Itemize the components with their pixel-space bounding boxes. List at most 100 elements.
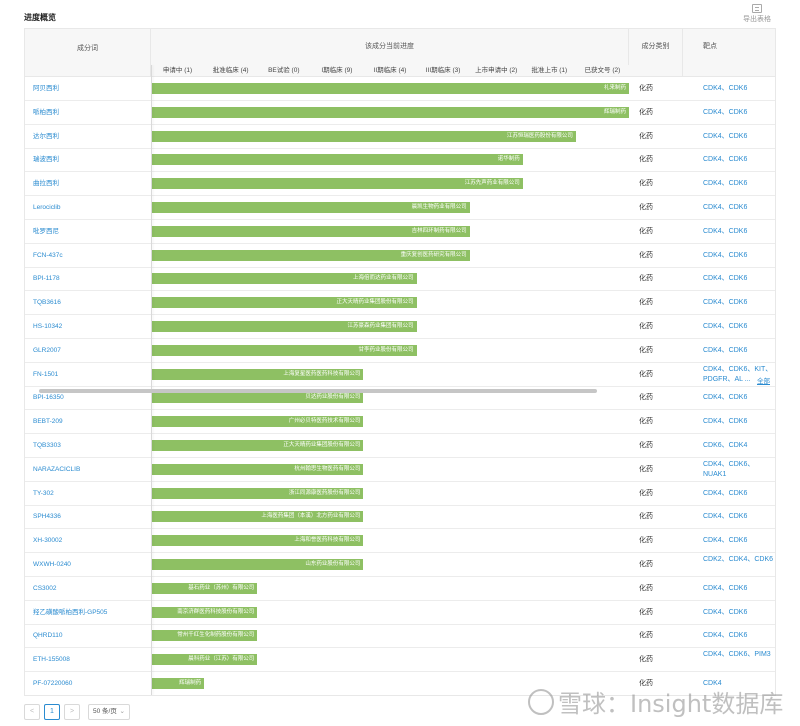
progress-bar: 礼来制药 [151,83,629,94]
target-link[interactable]: CDK4、CDK6、KIT、PDGFR、AL ... [703,365,773,383]
company-label: 上海和誉医药科技有限公司 [294,537,361,544]
target-link[interactable]: CDK4、CDK6 [703,584,748,592]
ingredient-link[interactable]: BPI-1178 [33,275,60,283]
ingredient-link[interactable]: NARAZACICLIB [33,465,81,473]
stage-header: 批准上市 (1) [531,67,568,74]
category-cell: 化药 [639,656,653,664]
ingredient-link[interactable]: 吡罗西尼 [33,227,59,235]
target-link[interactable]: CDK4、CDK6 [703,275,748,283]
company-label: 江苏恒瑞医药股份有限公司 [506,132,573,139]
target-link[interactable]: CDK4、CDK6 [703,323,748,330]
ingredient-link[interactable]: TQB3303 [33,442,61,449]
table-row: CS3002 基石药业（苏州）有限公司 化药 CDK4、CDK6 [25,577,775,601]
ingredient-link[interactable]: 瑞波西利 [33,156,59,164]
page-size-select[interactable]: 50 条/页 ⌄ [88,704,130,720]
header-category: 成分类别 [629,29,683,77]
horizontal-scrollbar[interactable] [39,389,597,393]
target-link[interactable]: CDK4、CDK6 [703,632,748,640]
progress-bar: 江苏恒瑞医药股份有限公司 [151,130,576,142]
category-cell: 化药 [639,227,653,235]
progress-bar: 南京济群医药科技股份有限公司 [151,606,258,618]
header-progress: 该成分当前进度 [151,29,629,65]
target-link[interactable]: CDK4、CDK6 [703,299,748,307]
progress-bar: 甘李药业股份有限公司 [151,344,417,356]
ingredient-link[interactable]: FCN-437c [33,251,63,259]
target-link[interactable]: CDK4、CDK6 [703,394,748,402]
ingredient-link[interactable]: TY-302 [33,489,54,497]
ingredient-link[interactable]: BPI-16350 [33,394,64,402]
ingredient-link[interactable]: CS3002 [33,584,57,592]
progress-bar: 山东药业股份有限公司 [151,559,364,570]
target-link[interactable]: CDK4、CDK6 [703,85,748,92]
target-link[interactable]: CDK4、CDK6 [703,608,748,616]
company-label: 晨凯生物药业有限公司 [411,204,467,210]
ingredient-link[interactable]: FN-1501 [33,370,59,378]
target-link[interactable]: CDK4、CDK6 [703,227,748,235]
progress-bar: 正大天晴药业集团股份有限公司 [151,440,364,451]
target-link[interactable]: CDK4 [703,680,722,687]
progress-bar: 重庆复创医药研究有限公司 [151,249,470,261]
frozen-column-divider [151,65,152,695]
ingredient-link[interactable]: ETH-155008 [33,656,70,664]
ingredient-link[interactable]: 哌柏西利 [33,108,59,116]
page-size-value: 50 条/页 [93,708,117,715]
ingredient-link[interactable]: 阿贝西利 [33,85,59,92]
target-link[interactable]: CDK4、CDK6 [703,418,748,426]
target-link[interactable]: CDK4、CDK6 [703,204,748,211]
ingredient-link[interactable]: BEBT-209 [33,418,63,426]
ingredient-link[interactable]: PF-07220060 [33,680,73,687]
export-table-button[interactable]: 导出表格 [740,4,774,24]
target-link[interactable]: CDK4、CDK6、NUAK1 [703,460,755,478]
company-label: 杭州翰思生物医药有限公司 [294,465,361,472]
page-1-button[interactable]: 1 [44,704,60,720]
target-link[interactable]: CDK4、CDK6 [703,156,748,164]
target-link[interactable]: CDK4、CDK6 [703,108,748,116]
target-link[interactable]: CDK2、CDK4、CDK6 [703,556,774,563]
target-link[interactable]: CDK4、CDK6 [703,489,748,497]
stage-header-row: 申请中 (1) 批准临床 (4) BE试验 (0) I期临床 (9) II期临床 (4)… [151,65,629,77]
company-label: 正大天晴药业集团股份有限公司 [283,442,361,448]
ingredient-link[interactable]: QHRD110 [33,632,63,640]
category-cell: 化药 [639,537,653,545]
category-cell: 化药 [639,251,653,259]
target-link[interactable]: CDK4、CDK6、PIM3 [703,651,771,659]
ingredient-link[interactable]: 羟乙磺酸哌柏西利-GP505 [33,608,108,616]
category-cell: 化药 [639,85,653,92]
next-page-button[interactable]: > [64,704,80,720]
company-label: 重庆复创医药研究有限公司 [400,251,467,258]
company-label: 上海倍而达药业有限公司 [353,275,414,282]
target-link[interactable]: CDK4、CDK6 [703,251,748,259]
page-title: 进度概览 [24,13,56,22]
show-all-link[interactable]: 全部 [757,377,770,385]
progress-bar: 上海和誉医药科技有限公司 [151,535,364,547]
progress-bar: 辉瑞制药 [151,106,629,118]
progress-bar: 江苏豪森药业集团有限公司 [151,321,417,332]
ingredient-link[interactable]: TQB3616 [33,299,61,307]
table-row: QHRD110 常州千红生化制药股份有限公司 化药 CDK4、CDK6 [25,624,775,649]
target-link[interactable]: CDK4、CDK6 [703,132,748,140]
ingredient-link[interactable]: 达尔西利 [33,132,59,140]
table-row: XH-30002 上海和誉医药科技有限公司 化药 CDK4、CDK6 [25,529,775,554]
company-label: 礼来制药 [603,85,626,91]
ingredient-link[interactable]: WXWH-0240 [33,561,71,568]
stage-header: BE试验 (0) [268,67,300,74]
category-cell: 化药 [639,275,653,283]
ingredient-link[interactable]: HS-10342 [33,323,63,330]
ingredient-link[interactable]: GLR2007 [33,346,61,354]
table-row: ETH-155008 晨科药业（江苏）有限公司 化药 CDK4、CDK6、PIM3 [25,648,775,673]
ingredient-link[interactable]: Lerociclib [33,204,61,211]
table-row: TY-302 浙江同源康医药股份有限公司 化药 CDK4、CDK6 [25,482,775,506]
target-link[interactable]: CDK4、CDK6 [703,346,748,354]
prev-page-button[interactable]: < [24,704,40,720]
ingredient-link[interactable]: XH-30002 [33,537,63,545]
category-cell: 化药 [639,370,653,378]
table-row: HS-10342 江苏豪森药业集团有限公司 化药 CDK4、CDK6 [25,315,775,339]
target-link[interactable]: CDK4、CDK6 [703,180,748,188]
company-label: 基石药业（苏州）有限公司 [188,584,255,591]
target-link[interactable]: CDK4、CDK6 [703,537,748,545]
ingredient-link[interactable]: SPH4336 [33,513,61,521]
target-link[interactable]: CDK4、CDK6 [703,513,748,521]
category-cell: 化药 [639,346,653,354]
ingredient-link[interactable]: 曲拉西利 [33,180,59,188]
target-link[interactable]: CDK6、CDK4 [703,442,748,449]
